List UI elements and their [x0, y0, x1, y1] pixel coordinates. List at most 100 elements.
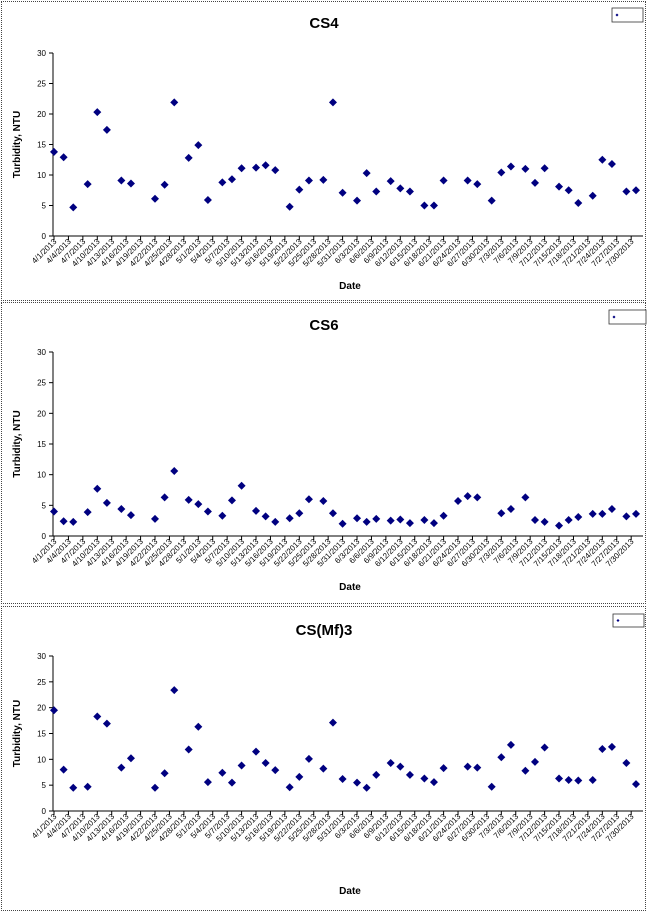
- data-point: [607, 742, 616, 751]
- data-point: [271, 517, 280, 526]
- data-point: [497, 509, 506, 518]
- data-point: [396, 184, 405, 193]
- legend-box: [612, 613, 645, 628]
- data-point: [83, 180, 92, 189]
- legend-marker: [616, 619, 620, 622]
- data-point: [564, 516, 573, 525]
- data-point: [328, 718, 337, 727]
- data-point: [285, 514, 294, 523]
- data-point: [102, 719, 111, 728]
- data-point: [227, 496, 236, 505]
- data-point: [194, 141, 203, 150]
- data-point: [598, 155, 607, 164]
- data-point: [598, 745, 607, 753]
- data-point: [102, 125, 111, 134]
- data-point: [295, 772, 304, 781]
- data-point: [555, 774, 564, 783]
- data-point: [319, 764, 328, 773]
- data-point: [420, 201, 429, 210]
- data-point: [362, 169, 371, 178]
- data-point: [328, 98, 337, 107]
- data-point: [506, 740, 515, 749]
- data-point: [555, 521, 564, 530]
- data-point: [588, 191, 597, 200]
- data-point: [506, 162, 515, 171]
- data-point: [463, 492, 472, 501]
- data-point: [151, 783, 160, 792]
- data-point: [607, 160, 616, 169]
- data-point: [555, 182, 564, 191]
- y-tick-label: 10: [37, 755, 46, 764]
- data-point: [170, 466, 179, 475]
- legend-marker: [612, 315, 616, 319]
- data-point: [218, 768, 227, 777]
- data-point: [237, 761, 246, 770]
- data-point: [439, 764, 448, 773]
- data-point: [588, 509, 597, 518]
- data-point: [372, 770, 381, 779]
- data-point: [295, 509, 304, 518]
- data-point: [353, 196, 362, 205]
- data-point: [598, 509, 607, 518]
- data-point: [117, 763, 126, 772]
- data-point: [454, 497, 463, 506]
- y-tick-label: 0: [42, 532, 47, 541]
- data-point: [386, 758, 395, 767]
- data-point: [420, 516, 429, 525]
- data-point: [521, 766, 530, 775]
- data-point: [271, 766, 280, 775]
- legend-box: [611, 7, 644, 23]
- legend-marker: [615, 13, 619, 17]
- data-point: [372, 514, 381, 523]
- chart-panel-cs4: CS4 0 5 10 15 20 25 30 Turbidity, NTU 4/1/2013 4/4…: [1, 1, 646, 301]
- legend-box: [608, 309, 647, 325]
- data-point: [622, 512, 631, 521]
- y-tick-label: 0: [42, 232, 47, 241]
- data-point: [353, 514, 362, 523]
- data-point: [194, 500, 203, 509]
- chart-title: CS4: [309, 15, 339, 32]
- y-tick-label: 30: [37, 652, 46, 661]
- data-point: [184, 495, 193, 504]
- data-point: [439, 176, 448, 185]
- data-point: [530, 757, 539, 766]
- data-point: [93, 712, 102, 721]
- y-tick-label: 25: [37, 678, 46, 687]
- data-point: [473, 493, 482, 502]
- data-point: [632, 186, 640, 195]
- data-point: [304, 754, 313, 763]
- data-point: [304, 176, 313, 185]
- y-tick-label: 0: [42, 807, 47, 816]
- data-point: [328, 509, 337, 518]
- data-point: [69, 203, 78, 212]
- data-point: [102, 498, 111, 507]
- data-point: [463, 762, 472, 771]
- y-tick-label: 5: [42, 202, 47, 211]
- data-point: [497, 168, 506, 177]
- data-point: [151, 514, 160, 523]
- chart-panel-cs6: CS6 0 5 10 15 20 25 30 Turbidity, NTU 4/1/2013 4/4…: [1, 302, 647, 604]
- data-point: [463, 176, 472, 185]
- data-point: [429, 201, 438, 210]
- data-point: [285, 783, 294, 792]
- data-point: [50, 147, 58, 156]
- data-point: [540, 164, 549, 173]
- y-tick-label: 25: [37, 379, 46, 388]
- data-point: [521, 493, 530, 502]
- data-point: [530, 178, 539, 187]
- data-point: [160, 180, 169, 189]
- data-point: [574, 776, 583, 785]
- data-point: [59, 765, 68, 774]
- data-point: [632, 780, 640, 789]
- data-point: [564, 776, 573, 784]
- data-point: [261, 512, 270, 521]
- data-point: [497, 753, 506, 762]
- data-point: [530, 516, 539, 525]
- data-point: [622, 187, 631, 196]
- y-tick-label: 20: [37, 409, 46, 418]
- data-point: [237, 481, 246, 490]
- chart-panel-csmf3: CS(Mf)3 0 5 10 15 20 25 30 Turbidity, NTU 4/1/201…: [1, 606, 646, 911]
- y-axis-label: Turbidity, NTU: [12, 700, 23, 767]
